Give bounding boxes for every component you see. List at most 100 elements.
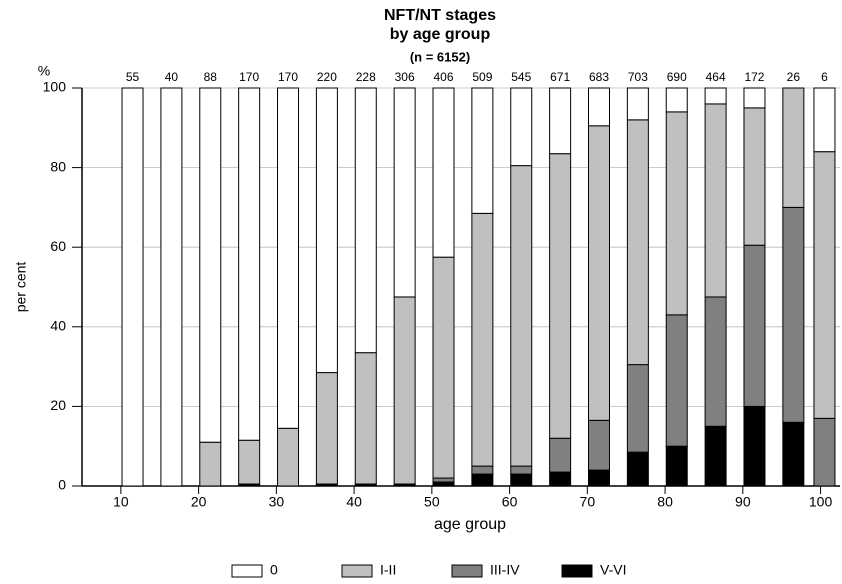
bar-segment — [743, 107, 766, 246]
x-tick-label: 100 — [809, 494, 833, 510]
y-tick-label: 100 — [43, 79, 67, 95]
bar-segment — [277, 87, 300, 429]
bar-total: 55 — [126, 70, 140, 84]
bar-segment — [354, 87, 377, 354]
bar-segment — [743, 244, 766, 407]
y-unit: % — [38, 63, 50, 79]
bar-total: 406 — [433, 70, 453, 84]
bar-segment — [277, 427, 300, 487]
bar-segment — [354, 352, 377, 485]
bar-total: 40 — [165, 70, 179, 84]
bar-segment — [199, 87, 222, 443]
bar-segment — [315, 372, 338, 485]
bar-segment — [549, 437, 572, 473]
bar-segment — [432, 87, 455, 258]
legend-swatch — [451, 564, 483, 578]
bar-segment — [471, 212, 494, 467]
bar-segment — [665, 314, 688, 447]
y-tick-label: 20 — [50, 397, 66, 413]
bar-segment — [626, 87, 649, 121]
bar-segment — [704, 103, 727, 298]
bar-segment — [510, 473, 533, 487]
bar-segment — [471, 465, 494, 475]
bar-segment — [743, 87, 766, 109]
bar-segment — [160, 87, 183, 487]
y-tick-label: 40 — [50, 318, 66, 334]
bar-segment — [587, 87, 610, 127]
bar-segment — [432, 481, 455, 487]
bar-total: 228 — [356, 70, 376, 84]
bar-total: 306 — [395, 70, 415, 84]
bar-segment — [238, 87, 261, 441]
x-tick-label: 50 — [424, 494, 440, 510]
bar-segment — [587, 125, 610, 421]
bar-total: 6 — [821, 70, 828, 84]
bar-segment — [549, 87, 572, 155]
bar-segment — [665, 445, 688, 487]
bar-total: 26 — [787, 70, 801, 84]
bar-segment — [199, 441, 222, 487]
bar-segment — [704, 296, 727, 427]
bar-segment — [238, 439, 261, 485]
bar-segment — [549, 471, 572, 487]
bar-segment — [510, 165, 533, 467]
bar-segment — [743, 405, 766, 487]
bar-segment — [510, 465, 533, 475]
bar-total: 464 — [706, 70, 726, 84]
y-tick-label: 60 — [50, 238, 66, 254]
bar-segment — [471, 87, 494, 214]
y-tick-label: 80 — [50, 158, 66, 174]
bar-segment — [782, 87, 805, 208]
x-tick-label: 20 — [191, 494, 207, 510]
legend-swatch — [231, 564, 263, 578]
bar-total: 509 — [472, 70, 492, 84]
chart-title: by age group — [390, 26, 491, 43]
x-tick-label: 60 — [502, 494, 518, 510]
bar-segment — [587, 469, 610, 487]
bar-segment — [471, 473, 494, 487]
chart-title: NFT/NT stages — [384, 7, 496, 24]
y-tick-label: 0 — [58, 477, 66, 493]
bar-segment — [549, 153, 572, 439]
bar-total: 88 — [204, 70, 218, 84]
bar-total: 671 — [550, 70, 570, 84]
legend-swatch — [341, 564, 373, 578]
bar-segment — [704, 425, 727, 487]
bar-segment — [393, 87, 416, 298]
bar-total: 170 — [239, 70, 259, 84]
legend-swatch — [561, 564, 593, 578]
bar-segment — [665, 111, 688, 316]
bar-total: 170 — [278, 70, 298, 84]
bar-total: 683 — [589, 70, 609, 84]
bar-segment — [626, 364, 649, 453]
bar-segment — [782, 206, 805, 423]
bar-segment — [813, 417, 836, 487]
x-tick-label: 90 — [735, 494, 751, 510]
bar-segment — [121, 87, 144, 487]
bar-segment — [432, 256, 455, 479]
x-tick-label: 10 — [113, 494, 129, 510]
legend-label: III-IV — [490, 562, 520, 578]
bar-total: 172 — [744, 70, 764, 84]
x-tick-label: 80 — [657, 494, 673, 510]
bar-segment — [510, 87, 533, 167]
chart-subtitle: (n = 6152) — [410, 49, 470, 64]
bar-segment — [782, 421, 805, 487]
x-tick-label: 30 — [269, 494, 285, 510]
bar-segment — [626, 119, 649, 366]
bar-segment — [813, 87, 836, 153]
bar-segment — [813, 151, 836, 419]
bar-segment — [315, 87, 338, 374]
bar-total: 545 — [511, 70, 531, 84]
x-tick-label: 40 — [346, 494, 362, 510]
bar-segment — [665, 87, 688, 113]
bar-total: 703 — [628, 70, 648, 84]
y-axis-label: per cent — [13, 262, 29, 313]
bar-segment — [432, 477, 455, 483]
bar-segment — [393, 296, 416, 485]
bar-segment — [626, 451, 649, 487]
bar-total: 220 — [317, 70, 337, 84]
legend-label: 0 — [270, 562, 278, 578]
x-axis-label: age group — [434, 516, 506, 533]
